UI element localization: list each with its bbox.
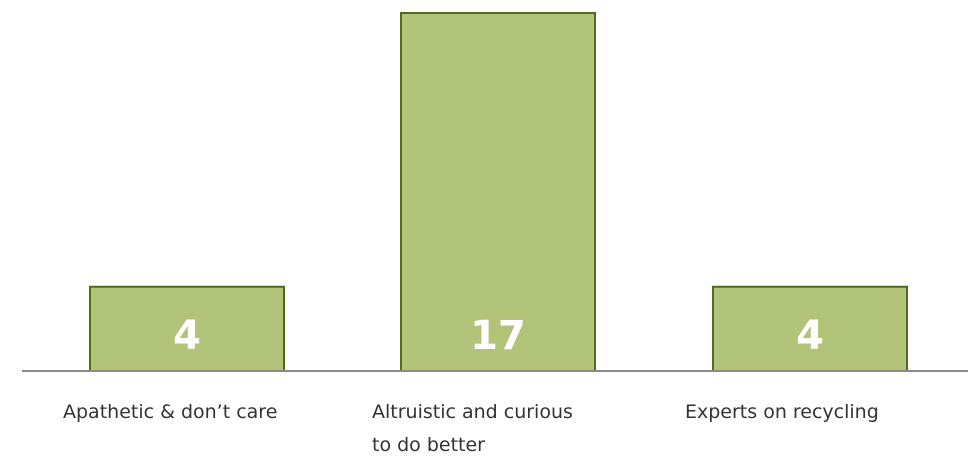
category-label-1-line-1: Apathetic & don’t care <box>63 401 277 423</box>
data-label-3: 4 <box>796 313 824 359</box>
category-label-3-line-1: Experts on recycling <box>685 401 879 423</box>
bar-3 <box>712 285 908 372</box>
bar-2 <box>400 12 596 372</box>
data-label-1: 4 <box>173 313 201 359</box>
data-label-2: 17 <box>470 313 526 359</box>
category-label-2: Altruistic and curious to do better <box>372 401 573 456</box>
category-label-3: Experts on recycling <box>685 401 879 423</box>
category-label-2-line-2: to do better <box>372 434 485 456</box>
bars-group <box>89 12 908 372</box>
category-label-1: Apathetic & don’t care <box>63 401 277 423</box>
category-labels-group: Apathetic & don’t care Altruistic and cur… <box>63 401 879 456</box>
category-label-2-line-1: Altruistic and curious <box>372 401 573 423</box>
bar-1 <box>89 285 285 372</box>
data-labels-group: 4 17 4 <box>173 313 824 359</box>
